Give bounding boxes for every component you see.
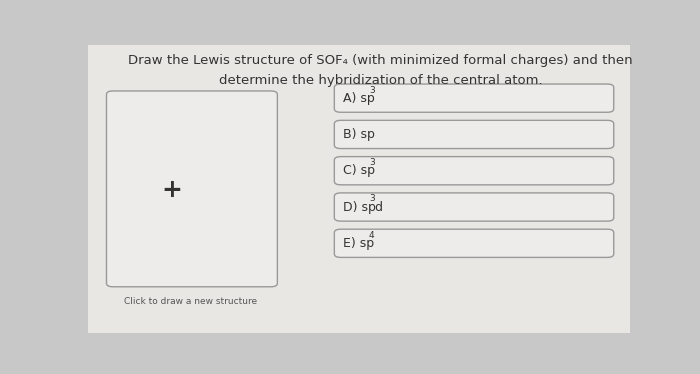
Text: determine the hybridization of the central atom.: determine the hybridization of the centr…	[218, 74, 542, 86]
Text: Click to draw a new structure: Click to draw a new structure	[124, 297, 257, 306]
Text: C) sp: C) sp	[343, 164, 375, 177]
FancyBboxPatch shape	[335, 193, 614, 221]
Text: 3: 3	[369, 86, 375, 95]
Text: B) sp: B) sp	[343, 128, 375, 141]
FancyBboxPatch shape	[335, 120, 614, 148]
Text: A) sp: A) sp	[343, 92, 374, 105]
FancyBboxPatch shape	[335, 157, 614, 185]
Text: Draw the Lewis structure of SOF₄ (with minimized formal charges) and then: Draw the Lewis structure of SOF₄ (with m…	[128, 54, 633, 67]
Text: 3: 3	[369, 194, 375, 203]
FancyBboxPatch shape	[88, 45, 630, 333]
Text: E) sp: E) sp	[343, 237, 374, 250]
FancyBboxPatch shape	[106, 91, 277, 287]
FancyBboxPatch shape	[335, 229, 614, 257]
Text: D) sp: D) sp	[343, 200, 376, 214]
FancyBboxPatch shape	[335, 84, 614, 112]
Text: d: d	[374, 200, 382, 214]
Text: 4: 4	[369, 231, 375, 240]
Text: 3: 3	[369, 158, 375, 167]
Text: +: +	[161, 178, 182, 202]
